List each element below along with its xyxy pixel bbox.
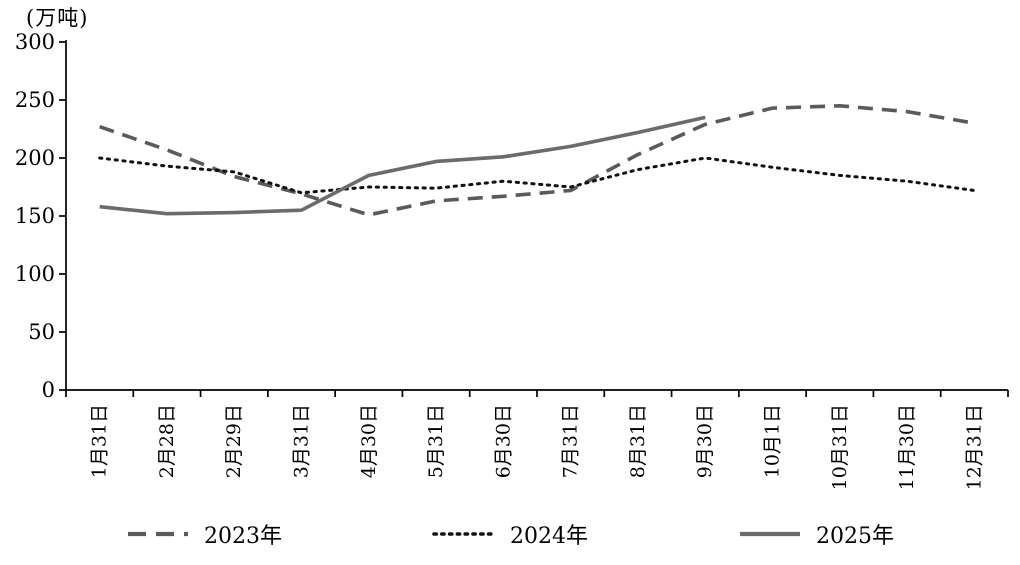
legend-item-2023: 2023年 — [126, 518, 282, 550]
legend-label: 2023年 — [204, 524, 282, 549]
x-tick-label: 10月1日 — [762, 404, 784, 478]
y-tick-label: 0 — [42, 378, 55, 402]
y-tick-label: 50 — [28, 320, 55, 344]
x-tick-label: 8月31日 — [627, 404, 649, 478]
y-tick-label: 250 — [15, 88, 55, 112]
chart-legend: 2023年 2024年 2025年 — [0, 503, 1020, 565]
legend-item-2024: 2024年 — [432, 518, 588, 550]
series-line-2025 — [99, 115, 706, 216]
series-line-2024 — [98, 156, 976, 195]
x-tick-label: 3月31日 — [291, 404, 313, 478]
x-tick-label: 2月29日 — [223, 404, 245, 478]
series-line-2023 — [99, 104, 975, 217]
x-tick-label: 2月28日 — [156, 404, 178, 478]
legend-line-sample — [740, 531, 800, 537]
chart-plot-area: 0 50 100 150 200 250 300 1月31日 2月28日 2月29日 3月31日 4月… — [15, 30, 1009, 490]
x-tick-label: 1月31日 — [89, 404, 111, 478]
legend-line-sample — [128, 531, 188, 537]
legend-label: 2025年 — [816, 524, 894, 549]
x-tick-label: 6月30日 — [492, 404, 514, 478]
y-axis-unit-label: (万吨) — [26, 6, 89, 30]
x-tick-label: 9月30日 — [694, 404, 716, 478]
legend-label: 2024年 — [510, 524, 588, 549]
x-tick-label: 10月31日 — [829, 404, 851, 490]
y-tick-label: 200 — [15, 146, 55, 170]
y-tick-label: 150 — [15, 204, 55, 228]
x-tick-label: 7月31日 — [560, 404, 582, 478]
x-tick-label: 12月31日 — [963, 404, 985, 490]
legend-line-sample — [432, 532, 496, 536]
y-tick-label: 100 — [15, 262, 55, 286]
x-tick-label: 11月30日 — [896, 404, 918, 490]
x-tick-label: 5月31日 — [425, 404, 447, 478]
legend-item-2025: 2025年 — [738, 518, 894, 550]
y-tick-label: 300 — [15, 30, 55, 54]
x-tick-label: 4月30日 — [358, 404, 380, 478]
